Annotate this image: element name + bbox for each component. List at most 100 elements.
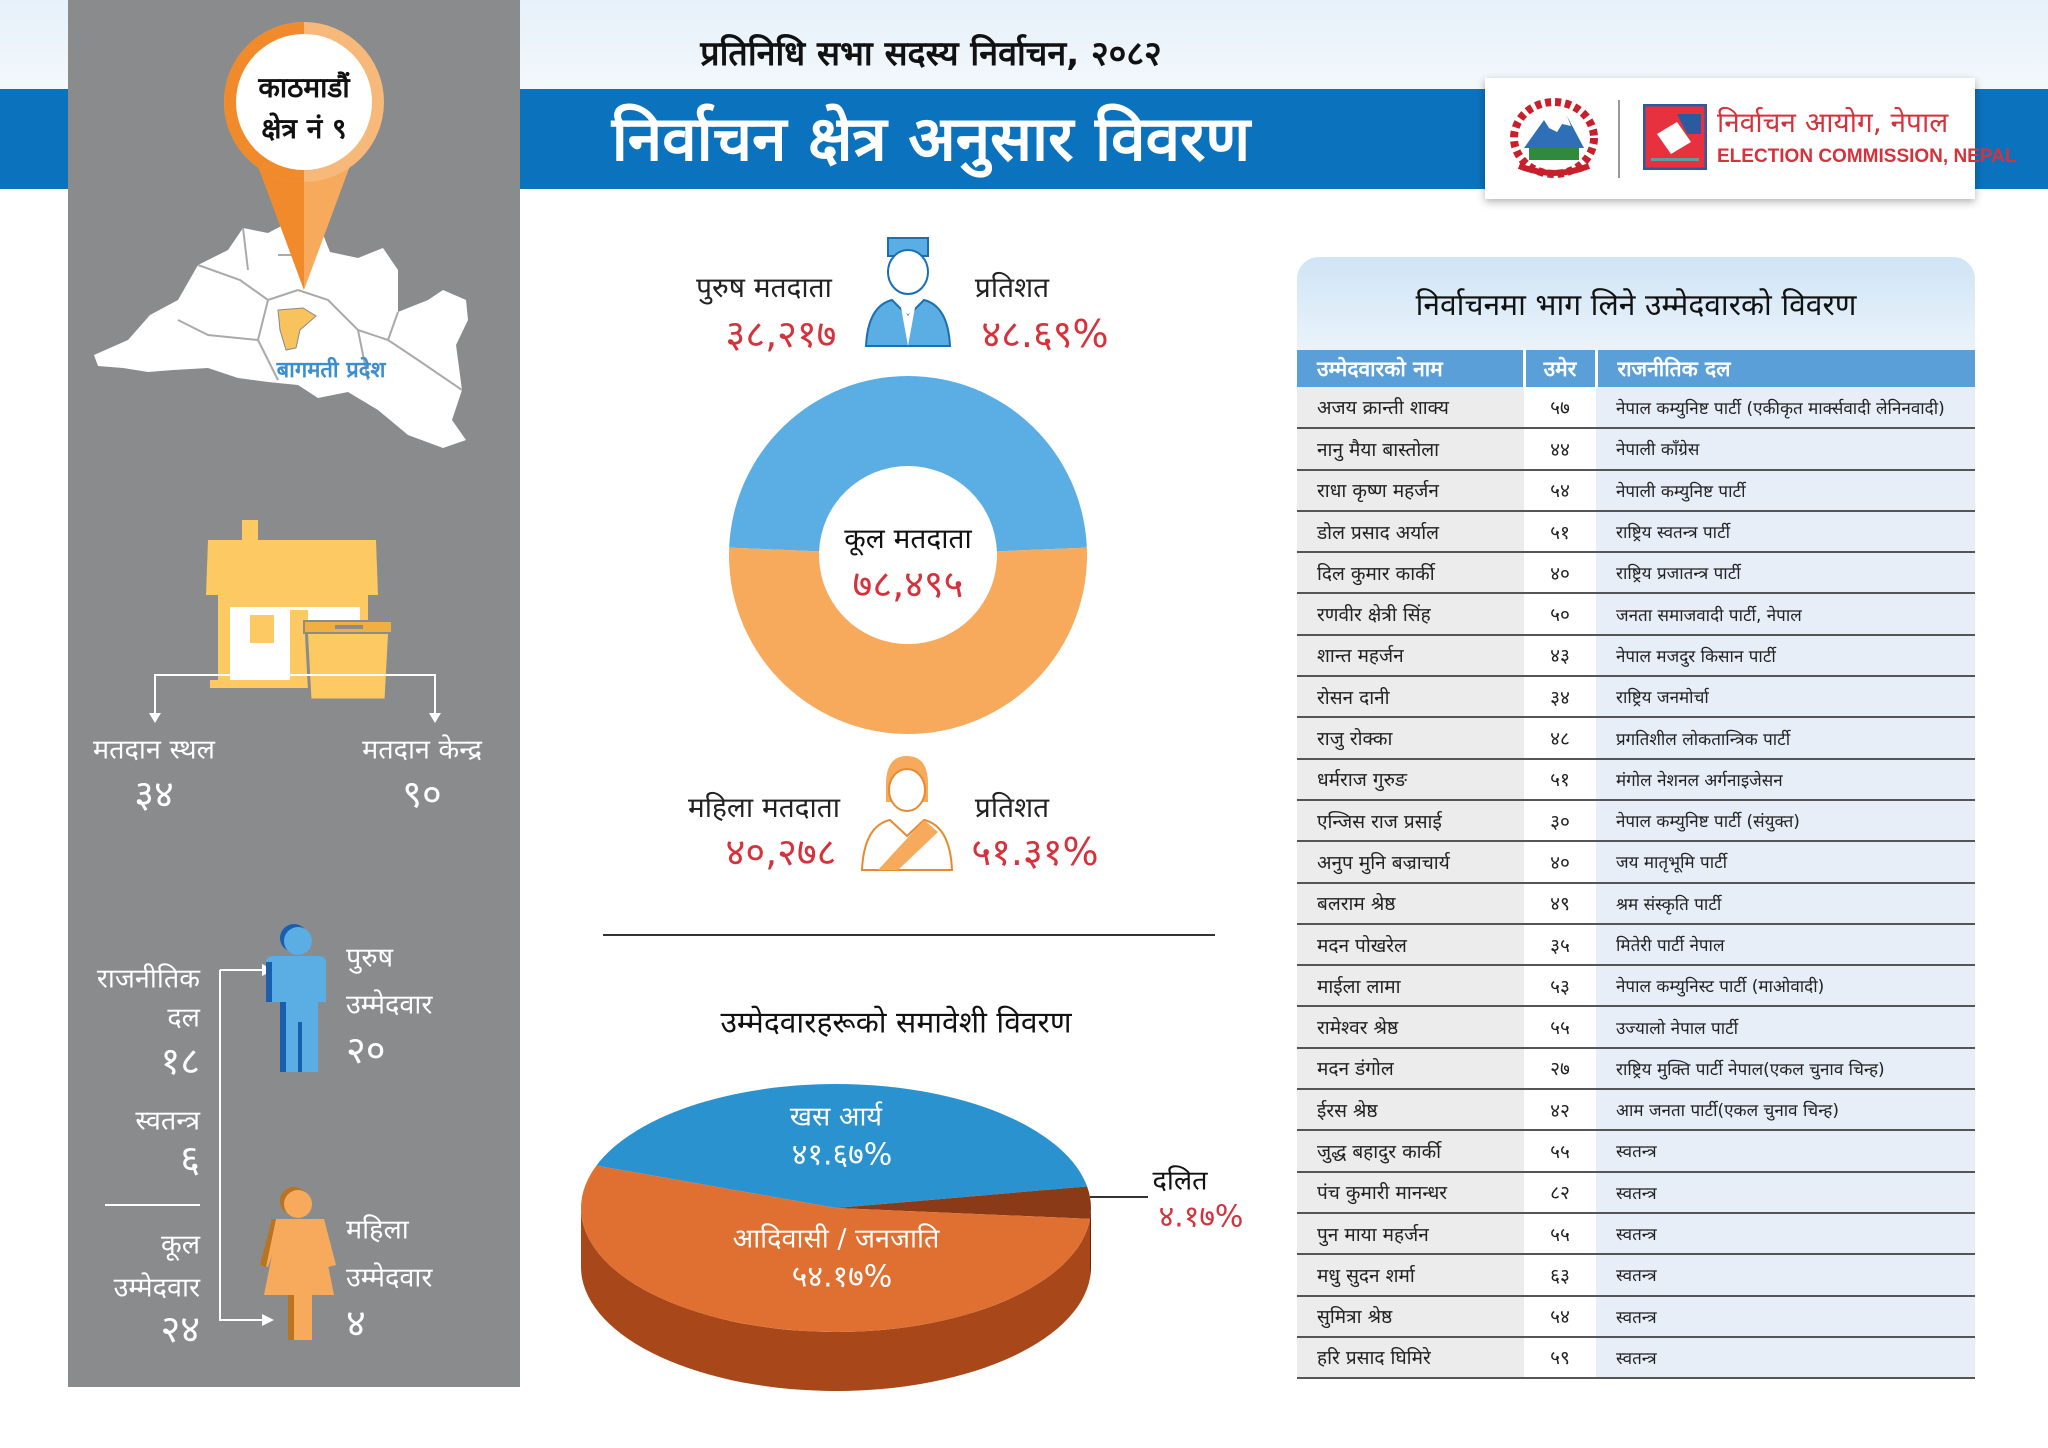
page-title: निर्वाचन क्षेत्र अनुसार विवरण [611,102,1251,175]
logo-divider [1618,100,1620,178]
polling-arrows [149,674,441,723]
cell-age: ३५ [1524,923,1596,967]
table-row: सुमित्रा श्रेष्ठ ५४ स्वतन्त्र [1297,1295,1975,1338]
cell-party: नेपाल कम्युनिष्ट पार्टी (एकीकृत मार्क्सव… [1596,387,1975,430]
cell-age: ५९ [1524,1336,1596,1380]
cell-name: मदन पोखरेल [1297,923,1524,967]
pie-slice-1 [836,1186,1091,1219]
cell-name: पुन माया महर्जन [1297,1212,1524,1256]
ballot-box-logo-icon [1643,104,1707,170]
total-label: कूल [160,1229,200,1261]
cell-age: ६३ [1524,1254,1596,1297]
party-count: १८ [160,1039,200,1083]
column-header-name: उम्मेदवारको नाम [1297,350,1526,387]
party-label: राजनीतिक [96,963,200,995]
cell-age: ८२ [1524,1171,1596,1214]
total-voter-label: कूल मतदाता [844,522,972,555]
cell-age: ४० [1524,841,1596,884]
party-label-2: दल [167,1002,200,1034]
table-row: रणवीर क्षेत्री सिंह ५० जनता समाजवादी पार्ट… [1297,593,1975,636]
kathmandu-highlight [277,307,317,351]
polling-centers-count: ९० [402,772,442,816]
cell-party: स्वतन्त्र [1596,1295,1975,1338]
cell-party: नेपाली काँग्रेस [1596,428,1975,471]
cell-age: ५४ [1524,1295,1596,1338]
slice-label-dalit: दलित [1152,1165,1208,1197]
cell-name: धर्मराज गुरुङ [1297,758,1524,801]
donut-segment-male [729,376,1087,552]
section-divider [603,934,1215,936]
cell-age: ५७ [1524,387,1596,430]
slice-value-khas: ४१.६७% [791,1137,893,1173]
slice-value-adibasi: ५४.१७% [791,1259,893,1295]
pie-slice-0 [596,1084,1088,1208]
slice-label-khas: खस आर्य [789,1101,883,1133]
cell-age: ५५ [1524,1130,1596,1173]
cell-name: ईरस श्रेष्ठ [1297,1089,1524,1132]
table-row: जुद्ध बहादुर कार्की ५५ स्वतन्त्र [1297,1130,1975,1173]
election-commission-logo: निर्वाचन आयोग, नेपाल ELECTION COMMISSION… [1485,78,2016,199]
cell-party: राष्ट्रिय मुक्ति पार्टी नेपाल(एकल चुनाव … [1596,1047,1975,1091]
column-header-age: उमेर [1524,350,1598,387]
table-row: धर्मराज गुरुङ ५१ मंगोल नेशनल अर्गनाइजेसन [1297,758,1975,801]
female-candidate-icon [260,1187,336,1340]
cell-age: ५५ [1524,1006,1596,1049]
table-row: राजु रोक्का ४८ प्रगतिशील लोकतान्त्रिक पार्… [1297,717,1975,760]
female-percent-label: प्रतिशत [974,791,1050,824]
polling-sites-count: ३४ [134,772,174,816]
male-candidate-count: २० [346,1028,386,1072]
cell-name: रामेश्वर श्रेष्ठ [1297,1006,1524,1049]
male-voter-label: पुरुष मतदाता [696,271,832,304]
female-voter-icon [860,756,954,871]
female-candidate-label: महिला [346,1214,409,1246]
male-voter-count: ३८,२१७ [725,312,837,356]
column-header-party: राजनीतिक दल [1596,350,1975,387]
female-voter-percent: ५१.३१% [971,830,1099,874]
cell-party: नेपाली कम्युनिष्ट पार्टी [1596,469,1975,512]
cell-name: पंच कुमारी मानन्धर [1297,1171,1524,1214]
cell-name: राजु रोक्का [1297,717,1524,760]
dalit-leader-line [1090,1196,1148,1198]
table-row: ईरस श्रेष्ठ ४२ आम जनता पार्टी(एकल चुनाव चि… [1297,1089,1975,1132]
cell-age: ५५ [1524,1212,1596,1256]
female-voter-label: महिला मतदाता [687,791,841,824]
cell-party: प्रगतिशील लोकतान्त्रिक पार्टी [1596,717,1975,760]
cell-party: राष्ट्रिय जनमोर्चा [1596,676,1975,719]
cell-name: एन्जिस राज प्रसाई [1297,799,1524,843]
cell-party: स्वतन्त्र [1596,1254,1975,1297]
table-row: हरि प्रसाद घिमिरे ५९ स्वतन्त्र [1297,1336,1975,1380]
cell-name: मधु सुदन शर्मा [1297,1254,1524,1297]
constituency-number: क्षेत्र नं ९ [261,112,347,145]
donut-segment-female [729,547,1087,735]
female-voter-count: ४०,२७८ [725,830,837,874]
cell-age: ४० [1524,552,1596,595]
pie-side-2 [581,1208,1091,1391]
table-row: डोल प्रसाद अर्याल ५१ राष्ट्रिय स्वतन्त्र प… [1297,510,1975,554]
table-row: दिल कुमार कार्की ४० राष्ट्रिय प्रजातन्त्र … [1297,552,1975,595]
cell-age: ३४ [1524,676,1596,719]
polling-house-icon [206,520,393,702]
independent-label: स्वतन्त्र [135,1105,200,1137]
cell-age: ४२ [1524,1089,1596,1132]
cell-name: डोल प्रसाद अर्याल [1297,510,1524,554]
inclusion-chart-title: उम्मेदवारहरूको समावेशी विवरण [720,1005,1072,1041]
table-row: अजय क्रान्ती शाक्य ५७ नेपाल कम्युनिष्ट पार… [1297,387,1975,430]
cell-party: मंगोल नेशनल अर्गनाइजेसन [1596,758,1975,801]
cell-age: २७ [1524,1047,1596,1091]
total-voter-count: ७८,४९५ [852,562,964,606]
cell-age: ४८ [1524,717,1596,760]
candidate-table: उम्मेदवारको नाम उमेर राजनीतिक दल अजय क्र… [1297,350,1975,1380]
cell-name: अनुप मुनि बज्राचार्य [1297,841,1524,884]
table-row: माईला लामा ५३ नेपाल कम्युनिस्ट पार्टी (माओ… [1297,965,1975,1008]
cell-party: जय मातृभूमि पार्टी [1596,841,1975,884]
cell-party: नेपाल कम्युनिस्ट पार्टी (माओवादी) [1596,965,1975,1008]
cell-party: स्वतन्त्र [1596,1171,1975,1214]
table-row: बलराम श्रेष्ठ ४९ श्रम संस्कृति पार्टी [1297,882,1975,925]
total-label-2: उम्मेदवार [113,1272,200,1304]
cell-name: दिल कुमार कार्की [1297,552,1524,595]
cell-party: उज्यालो नेपाल पार्टी [1596,1006,1975,1049]
polling-centers-label: मतदान केन्द्र [362,734,482,766]
summary-divider [105,1204,200,1206]
cell-name: सुमित्रा श्रेष्ठ [1297,1295,1524,1338]
table-row: पंच कुमारी मानन्धर ८२ स्वतन्त्र [1297,1171,1975,1214]
